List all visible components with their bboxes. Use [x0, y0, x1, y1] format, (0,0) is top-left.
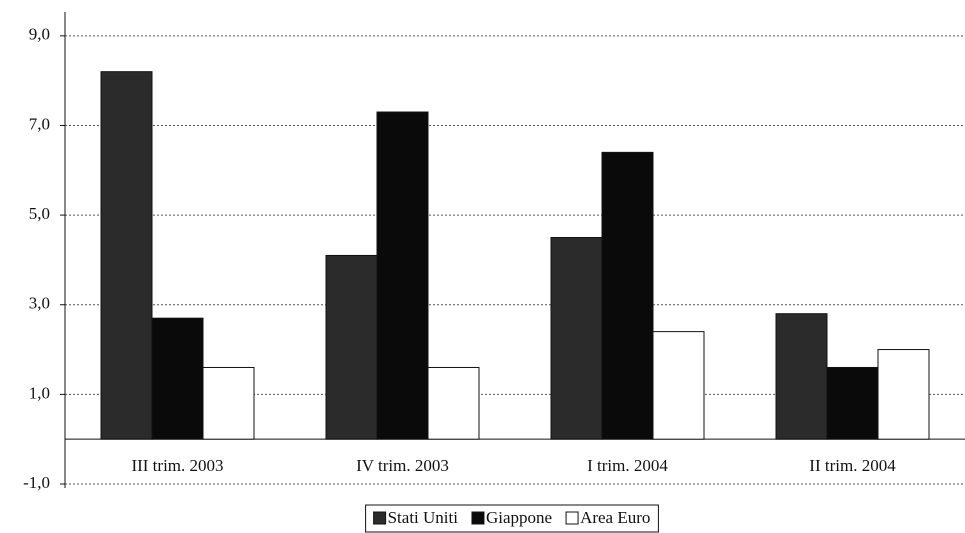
bar: [325, 254, 378, 440]
x-tick-label: I trim. 2004: [587, 456, 668, 475]
legend: Stati Uniti Giappone Area Euro: [365, 504, 659, 533]
x-tick-label: IV trim. 2003: [356, 456, 449, 475]
y-tick-label: -1,0: [23, 473, 50, 492]
bar: [376, 111, 429, 440]
legend-label: Giappone: [486, 508, 552, 527]
y-tick-label: 3,0: [29, 294, 50, 313]
bar: [652, 331, 705, 440]
bar: [427, 366, 480, 440]
bar: [550, 237, 603, 440]
bar: [100, 71, 153, 440]
bar: [202, 366, 255, 440]
y-tick-label: 7,0: [29, 114, 50, 133]
y-tick-label: 5,0: [29, 204, 50, 223]
legend-swatch: [471, 511, 485, 525]
bar: [775, 313, 828, 440]
y-tick-label: 9,0: [29, 25, 50, 44]
y-tick-label: 1,0: [29, 383, 50, 402]
bar: [151, 317, 204, 440]
x-tick-label: III trim. 2003: [131, 456, 223, 475]
bar: [877, 349, 930, 440]
legend-swatch: [565, 511, 579, 525]
x-tick-label: II trim. 2004: [809, 456, 896, 475]
legend-label: Area Euro: [580, 508, 650, 527]
legend-box: [365, 504, 659, 533]
bar: [601, 151, 654, 440]
legend-swatch: [373, 511, 387, 525]
legend-label: Stati Uniti: [388, 508, 459, 527]
bar: [826, 366, 879, 440]
